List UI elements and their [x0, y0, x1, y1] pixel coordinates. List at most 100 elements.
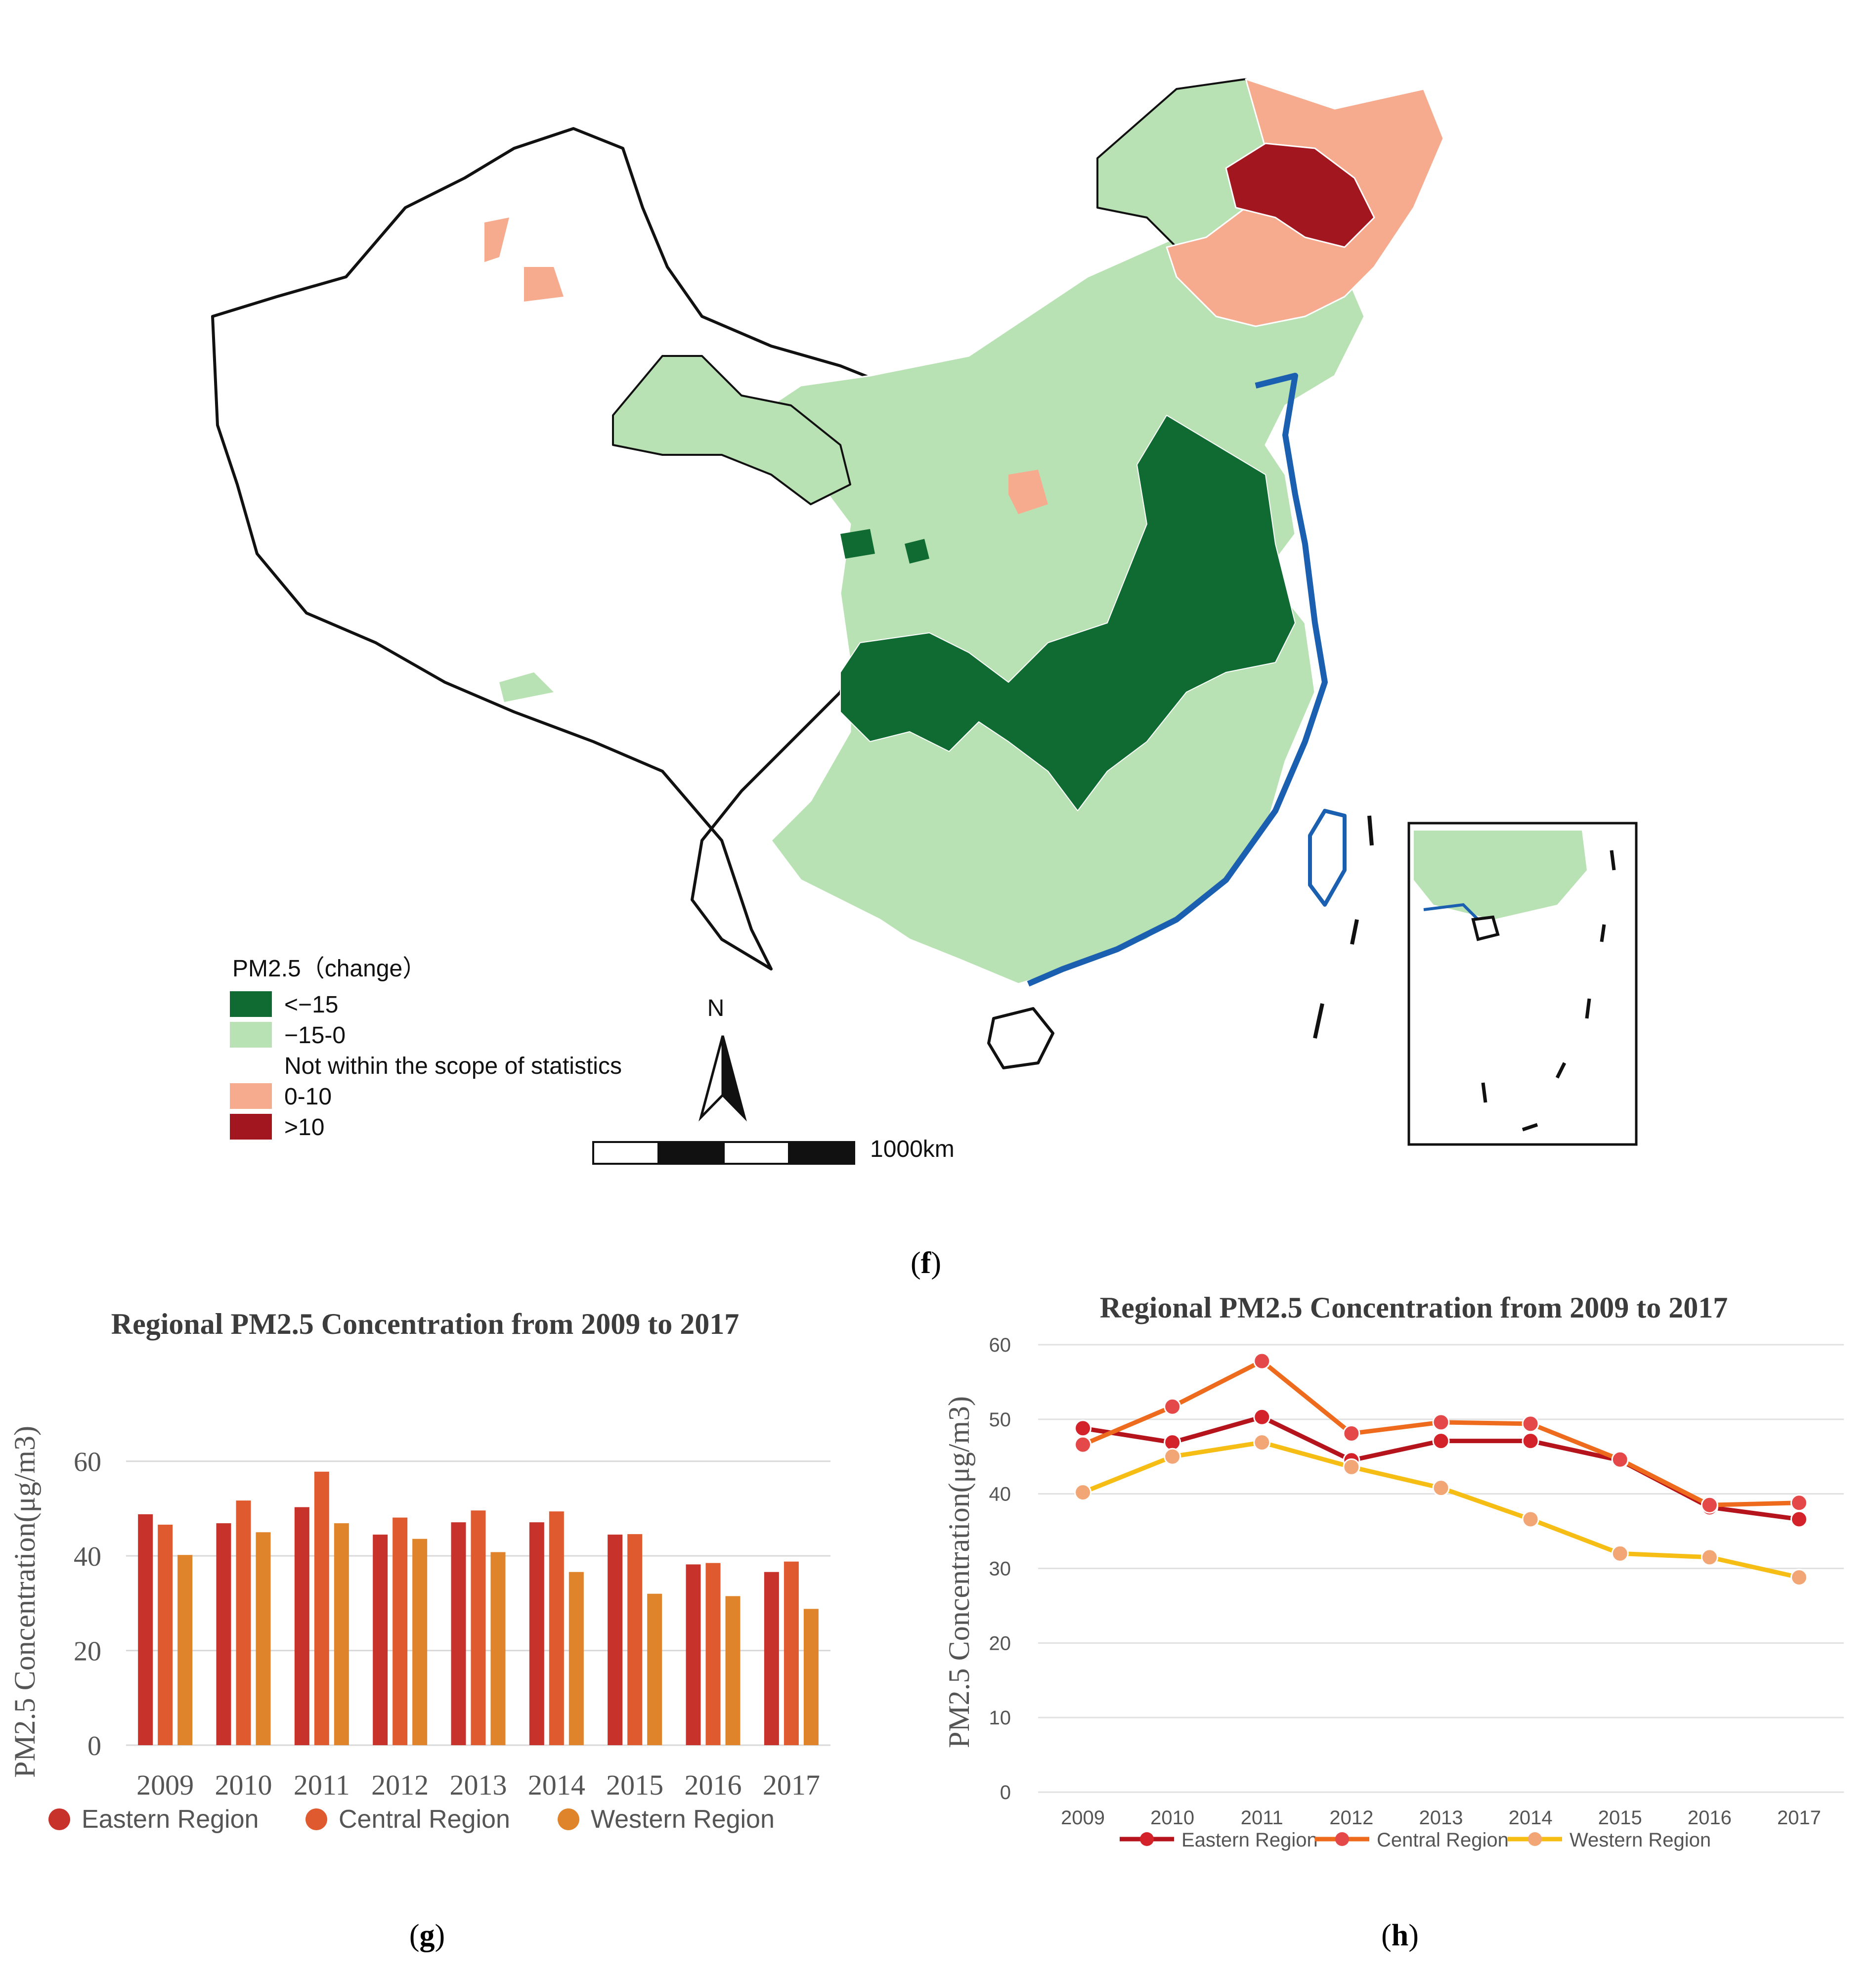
map-hainan: [987, 1007, 1054, 1069]
line-chart-legend: Eastern Region Central Region Western Regi…: [1120, 1829, 1711, 1851]
line-point-2017-series-2: [1790, 1494, 1808, 1512]
map-spot-1: [840, 529, 875, 559]
line-x-tick-label: 2015: [1598, 1807, 1642, 1829]
map-region-central-dark-green: [840, 415, 1296, 811]
china-map: [211, 78, 1444, 1069]
line-point-2009-series-2: [1074, 1436, 1092, 1453]
line-legend-marker-2: [1335, 1832, 1349, 1846]
bar-x-tick-label: 2015: [606, 1769, 663, 1801]
bar-2015-series-3: [647, 1593, 662, 1745]
line-point-2013-series-3: [1432, 1479, 1450, 1497]
legend-label-4: 0-10: [284, 1084, 332, 1110]
south-china-sea-inset: [1407, 822, 1638, 1146]
map-panel: PM2.5（change） <−15 −15-0 Not within the …: [211, 78, 1638, 1165]
bar-2016-series-2: [705, 1563, 721, 1745]
bar-2011-series-1: [294, 1507, 309, 1745]
line-point-2010-series-2: [1164, 1398, 1181, 1415]
bar-chart-title: Regional PM2.5 Concentration from 2009 t…: [111, 1308, 739, 1340]
scale-bar: 1000km: [592, 1136, 955, 1165]
bar-chart-y-ticks: 0 20 40 60: [74, 1447, 101, 1761]
caption-f: (f): [911, 1246, 941, 1280]
bar-legend-label-3: Western Region: [591, 1805, 775, 1834]
line-legend-marker-3: [1528, 1832, 1542, 1846]
pm25-change-map: PM2.5（change） <−15 −15-0 Not within the …: [211, 78, 1638, 1165]
line-point-2017-series-1: [1790, 1510, 1808, 1528]
legend-title: PM2.5（change）: [232, 956, 426, 982]
line-point-2009-series-1: [1074, 1419, 1092, 1437]
map-spot-green-tibet: [499, 672, 554, 702]
bar-legend-marker-1: [48, 1808, 70, 1830]
legend-swatch-5: [230, 1114, 272, 1140]
line-point-2016-series-3: [1701, 1548, 1718, 1566]
map-coastline: [1027, 373, 1328, 987]
bar-x-tick-label: 2016: [685, 1769, 742, 1801]
bar-2012-series-1: [373, 1535, 388, 1745]
legend-item-1: <−15: [230, 991, 338, 1018]
caption-g-label: g: [419, 1919, 435, 1952]
map-region-northwest-green: [612, 355, 851, 505]
line-point-2011-series-3: [1253, 1434, 1271, 1452]
bar-2009-series-3: [177, 1555, 193, 1745]
line-point-2017-series-3: [1790, 1569, 1808, 1586]
bar-chart-x-ticks: 2009 2010 2011 2012 2013 2014 2015 2016 2017: [136, 1769, 820, 1801]
bar-2013-series-2: [471, 1510, 486, 1745]
legend-swatch-2: [230, 1022, 272, 1048]
line-y-tick-label: 40: [989, 1484, 1011, 1505]
map-spot-salmon-2: [484, 218, 509, 262]
bar-2011-series-3: [334, 1523, 349, 1745]
bar-2012-series-2: [393, 1517, 408, 1745]
caption-f-label: f: [920, 1246, 931, 1280]
line-point-2013-series-1: [1432, 1432, 1450, 1450]
legend-label-1: <−15: [284, 992, 338, 1018]
map-dash-lines: [1313, 815, 1374, 1039]
scale-label: 1000km: [870, 1136, 955, 1162]
line-legend-label-1: Eastern Region: [1181, 1829, 1318, 1851]
bar-y-tick-label: 0: [87, 1731, 101, 1761]
line-x-tick-label: 2013: [1419, 1807, 1463, 1829]
bar-2011-series-2: [314, 1471, 329, 1745]
bar-2014-series-2: [549, 1511, 564, 1745]
bar-x-tick-label: 2012: [371, 1769, 429, 1801]
legend-item-2: −15-0: [230, 1022, 346, 1049]
legend-swatch-4: [230, 1083, 272, 1109]
caption-g: (g): [409, 1919, 445, 1952]
legend-swatch-1: [230, 991, 272, 1017]
line-point-2015-series-2: [1611, 1451, 1629, 1468]
line-x-tick-label: 2010: [1150, 1807, 1194, 1829]
bar-x-tick-label: 2014: [528, 1769, 585, 1801]
line-x-tick-label: 2011: [1241, 1807, 1283, 1829]
bar-legend-label-2: Central Region: [339, 1805, 510, 1834]
map-region-northeast-red: [1225, 142, 1375, 248]
map-spot-2: [905, 539, 929, 564]
bar-y-tick-label: 60: [74, 1447, 101, 1478]
north-arrow: N: [698, 995, 747, 1122]
line-y-tick-label: 60: [989, 1334, 1011, 1356]
legend-label-5: >10: [284, 1114, 324, 1141]
map-legend: PM2.5（change） <−15 −15-0 Not within the …: [230, 956, 622, 1141]
line-chart-panel: Regional PM2.5 Concentration from 2009 t…: [939, 1276, 1876, 1884]
map-spot-salmon-3: [524, 267, 564, 302]
bar-2010-series-1: [216, 1523, 231, 1745]
bar-x-tick-label: 2009: [136, 1769, 194, 1801]
line-point-2012-series-2: [1343, 1424, 1360, 1442]
bar-chart-y-axis-label: PM2.5 Concentration(μg/m3): [8, 1426, 41, 1778]
line-point-2010-series-3: [1164, 1448, 1181, 1465]
line-y-tick-label: 10: [989, 1707, 1011, 1729]
bar-legend-marker-3: [558, 1808, 579, 1830]
line-series-3: [1082, 1440, 1800, 1580]
bar-y-tick-label: 20: [74, 1636, 101, 1667]
bar-2017-series-2: [784, 1561, 799, 1745]
line-point-2011-series-2: [1253, 1352, 1271, 1370]
line-legend-label-3: Western Region: [1570, 1829, 1711, 1851]
bar-chart: Regional PM2.5 Concentration from 2009 t…: [8, 1308, 830, 1834]
line-point-2014-series-2: [1522, 1415, 1539, 1433]
bar-2017-series-3: [803, 1609, 819, 1745]
bar-2013-series-1: [451, 1522, 466, 1745]
bar-2016-series-1: [686, 1564, 701, 1745]
line-x-tick-label: 2009: [1061, 1807, 1105, 1829]
line-point-2009-series-3: [1074, 1484, 1092, 1501]
bar-2010-series-3: [256, 1532, 271, 1745]
line-x-tick-label: 2014: [1509, 1807, 1553, 1829]
line-y-tick-label: 0: [1000, 1782, 1011, 1804]
bar-legend-marker-2: [305, 1808, 327, 1830]
